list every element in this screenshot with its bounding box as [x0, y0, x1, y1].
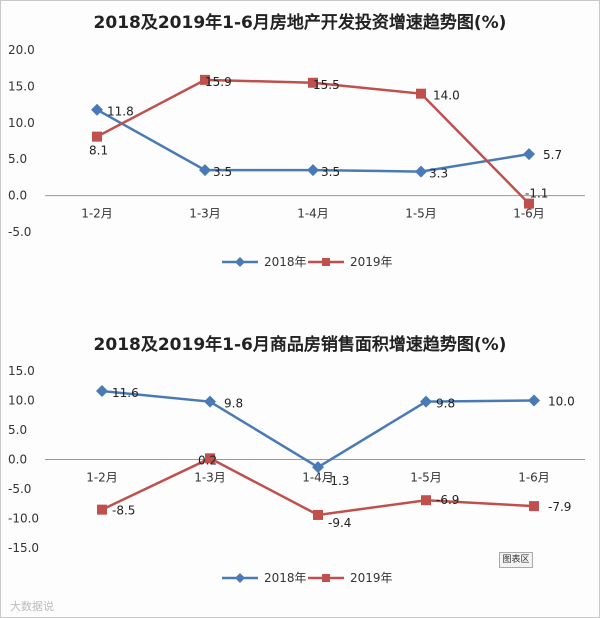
data-point-2018 [523, 148, 535, 161]
y-tick-label: 15.0 [8, 364, 35, 378]
data-label: 0.2 [198, 453, 217, 467]
data-label: -8.5 [112, 504, 135, 518]
data-label: -1.1 [525, 187, 548, 201]
y-tick-label: 10.0 [8, 116, 35, 130]
watermark: 大数据说 [10, 600, 54, 613]
data-label: 11.8 [107, 105, 134, 119]
chart-1-plot: 20.0 15.0 10.0 5.0 0.0 -5.0 1-2月 1-3月 1-4月 1-5月 1-… [8, 43, 585, 269]
legend-label: 2019年 [350, 571, 393, 585]
legend-label: 2019年 [350, 255, 393, 269]
y-tick-label: -5.0 [8, 225, 31, 239]
y-tick-label: 0.0 [8, 189, 27, 203]
data-point-2019 [416, 88, 426, 99]
y-tick-label: 15.0 [8, 79, 35, 93]
data-point-2018 [199, 164, 211, 177]
data-point-2019 [529, 501, 539, 512]
x-tick-label: 1-6月 [518, 471, 550, 485]
series-line-2018 [101, 389, 535, 469]
y-tick-label: 20.0 [8, 43, 35, 57]
x-tick-label: 1-5月 [405, 207, 437, 221]
data-label: 15.9 [205, 75, 232, 89]
data-point-2018 [96, 385, 108, 398]
x-tick-label: 1-2月 [81, 207, 113, 221]
x-tick-label: 1-5月 [410, 471, 442, 485]
data-point-2019 [92, 131, 102, 142]
data-point-2018 [312, 461, 324, 474]
data-point-2018 [528, 394, 540, 407]
chart-area-chip[interactable]: 图表区 [499, 552, 533, 568]
data-label: 9.8 [224, 397, 243, 411]
y-tick-label: -5.0 [8, 482, 31, 496]
chart-2-title: 2018及2019年1-6月商品房销售面积增速趋势图(%) [93, 335, 507, 355]
x-tick-label: 1-4月 [297, 207, 329, 221]
data-label: 14.0 [433, 89, 460, 103]
data-point-2019 [205, 453, 215, 464]
data-label: 9.8 [436, 397, 455, 411]
y-tick-label: -15.0 [8, 541, 39, 555]
data-label: 8.1 [89, 144, 108, 158]
data-label: -7.9 [548, 500, 571, 514]
data-label: 5.7 [543, 148, 562, 162]
data-point-2019 [200, 74, 210, 85]
legend-marker [322, 574, 330, 582]
legend-marker [235, 573, 245, 583]
y-tick-label: 10.0 [8, 394, 35, 408]
data-label: 3.3 [429, 167, 448, 181]
y-tick-label: 0.0 [8, 453, 27, 467]
data-label: 15.5 [313, 78, 340, 92]
data-point-2018 [420, 395, 432, 408]
x-tick-label: 1-6月 [513, 207, 545, 221]
data-point-2019 [308, 77, 318, 88]
data-label: -9.4 [328, 516, 351, 530]
x-tick-label: 1-4月 [302, 471, 334, 485]
data-label: -6.9 [436, 493, 459, 507]
legend-label: 2018年 [264, 571, 307, 585]
y-tick-label: -10.0 [8, 512, 39, 526]
legend-label: 2018年 [264, 255, 307, 269]
legend-marker [322, 258, 330, 266]
data-point-2019 [97, 504, 107, 515]
x-tick-label: 1-3月 [189, 207, 221, 221]
x-tick-label: 1-3月 [194, 471, 226, 485]
data-point-2018 [204, 395, 216, 408]
data-label: -1.3 [326, 474, 349, 488]
data-label: 10.0 [548, 395, 575, 409]
data-label: 3.5 [213, 165, 232, 179]
y-tick-label: 5.0 [8, 423, 27, 437]
x-tick-label: 1-2月 [86, 471, 118, 485]
data-label: 3.5 [321, 165, 340, 179]
data-label: 11.6 [112, 386, 139, 400]
data-point-2019 [524, 198, 534, 209]
data-point-2018 [415, 165, 427, 178]
data-point-2019 [421, 495, 431, 506]
data-point-2018 [307, 164, 319, 177]
chart-1-title: 2018及2019年1-6月房地产开发投资增速趋势图(%) [93, 13, 507, 33]
data-point-2019 [313, 509, 323, 520]
data-point-2018 [91, 103, 103, 116]
y-tick-label: 5.0 [8, 152, 27, 166]
legend-marker [235, 257, 245, 267]
